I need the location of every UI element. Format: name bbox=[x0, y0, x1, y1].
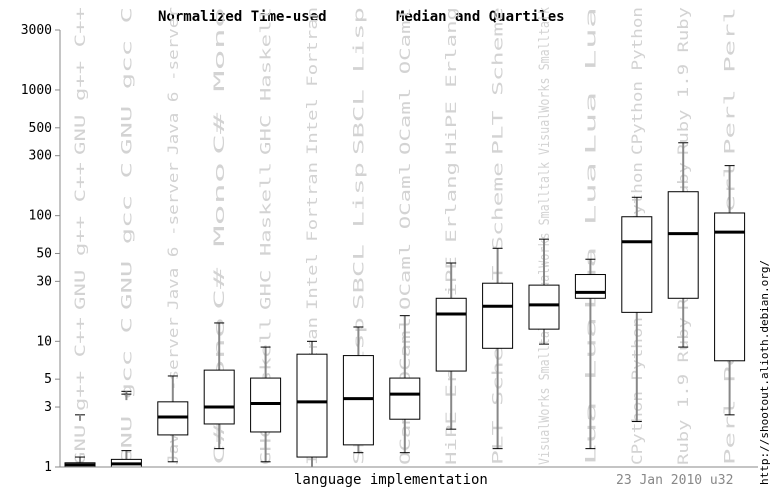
series-name-label: Intel Fortran bbox=[305, 7, 321, 155]
y-tick-label: 5 bbox=[44, 372, 52, 387]
y-tick-label: 50 bbox=[36, 246, 52, 261]
box-4 bbox=[203, 322, 235, 450]
series-name-label: SBCL Lisp bbox=[351, 162, 367, 310]
y-tick-label: 500 bbox=[29, 121, 52, 136]
series-name-label: GNU g++ C++ bbox=[73, 7, 89, 155]
series-name-label: Ruby 1.9 Ruby bbox=[676, 317, 692, 465]
series-name-label: Lua Lua bbox=[583, 162, 599, 310]
box-11 bbox=[528, 238, 560, 345]
series-name-label: Ruby 1.9 Ruby bbox=[676, 7, 692, 155]
box-13 bbox=[621, 196, 653, 423]
box-iqr bbox=[296, 353, 328, 458]
box-14 bbox=[667, 142, 699, 348]
box-iqr bbox=[389, 377, 421, 420]
y-tick-label: 3000 bbox=[21, 23, 52, 38]
y-tick-label: 300 bbox=[29, 149, 52, 164]
box-iqr bbox=[621, 216, 653, 313]
series-name-label: VisualWorks Smalltalk bbox=[537, 162, 553, 310]
box-6 bbox=[296, 340, 328, 468]
series-name-label: Intel Fortran bbox=[305, 162, 321, 310]
box-iqr bbox=[203, 369, 235, 425]
y-tick-label: 3 bbox=[44, 400, 52, 415]
box-iqr bbox=[342, 355, 374, 446]
series-name-label: PLT Scheme bbox=[491, 162, 507, 310]
box-iqr bbox=[574, 274, 606, 299]
box-12 bbox=[574, 258, 606, 450]
series-name-label: GNU g++ C++ bbox=[73, 162, 89, 310]
series-name-label: Java 6 -server bbox=[166, 7, 182, 155]
series-name-label: C# Mono bbox=[212, 162, 228, 310]
series-name-label: VisualWorks Smalltalk bbox=[537, 7, 553, 155]
y-tick-label: 1000 bbox=[21, 83, 52, 98]
series-name-label: VisualWorks Smalltalk bbox=[537, 317, 553, 465]
y-tick-label: 1 bbox=[44, 460, 52, 475]
box-iqr bbox=[528, 284, 560, 330]
chart-title-right: Median and Quartiles bbox=[396, 9, 565, 25]
box-iqr bbox=[667, 191, 699, 299]
series-name-label: GHC Haskell bbox=[259, 162, 275, 310]
box-5 bbox=[250, 346, 282, 463]
series-name-label: PLT Scheme bbox=[491, 7, 507, 155]
series-name-label: HiPE Erlang bbox=[444, 162, 460, 310]
box-9 bbox=[435, 262, 467, 430]
y-tick-label: 10 bbox=[36, 334, 52, 349]
box-15 bbox=[714, 165, 746, 416]
box-iqr bbox=[435, 297, 467, 372]
box-iqr bbox=[250, 377, 282, 433]
series-name-label: GHC Haskell bbox=[259, 7, 275, 155]
chart-title-left: Normalized Time-used bbox=[158, 9, 327, 25]
series-name-label: GNU gcc C bbox=[119, 7, 135, 155]
x-axis-label: language implementation bbox=[294, 472, 488, 488]
series-name-label: C# Mono bbox=[212, 7, 228, 155]
series-name-label: OCaml OCaml bbox=[398, 7, 414, 155]
y-tick-label: 30 bbox=[36, 274, 52, 289]
series-name-label: OCaml OCaml bbox=[398, 162, 414, 310]
box-8 bbox=[389, 315, 421, 454]
series-name-label: Lua Lua bbox=[583, 7, 599, 155]
series-name-label: SBCL Lisp bbox=[351, 7, 367, 155]
box-3 bbox=[157, 375, 189, 463]
box-7 bbox=[342, 326, 374, 454]
series-name-label: HiPE Erlang bbox=[444, 7, 460, 155]
box-iqr bbox=[482, 282, 514, 349]
date-label: 23 Jan 2010 u32 bbox=[616, 473, 733, 488]
box-10 bbox=[482, 247, 514, 450]
series-name-label: GNU g++ C++ bbox=[73, 317, 89, 465]
source-url-label: http://shootout.alioth.debian.org/ bbox=[758, 260, 771, 485]
series-name-label: GNU gcc C bbox=[119, 162, 135, 310]
series-name-label: CPython Python bbox=[630, 7, 646, 155]
series-name-label: Perl Perl bbox=[723, 7, 739, 155]
y-tick-label: 100 bbox=[29, 209, 52, 224]
series-name-label: Java 6 -server bbox=[166, 162, 182, 310]
box-iqr bbox=[714, 212, 746, 362]
